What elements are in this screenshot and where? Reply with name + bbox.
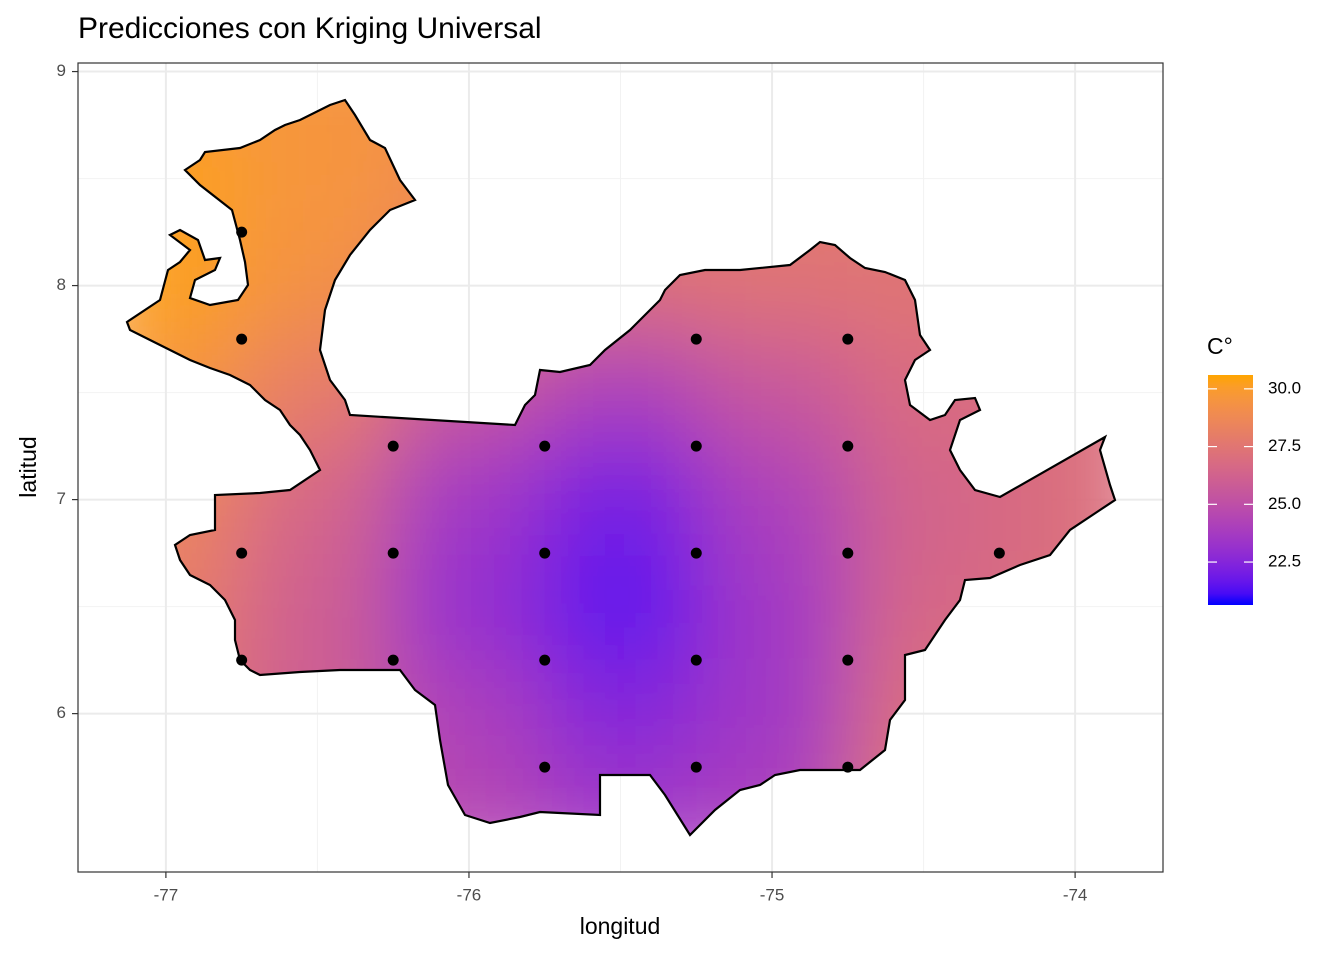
axes: -77 -76 -75 -74 6 7 8 9: [57, 61, 1088, 904]
sample-point: [690, 761, 702, 773]
sample-point: [690, 547, 702, 559]
legend-tick-label: 22.5: [1268, 552, 1301, 571]
legend: 22.5 25.0 27.5 30.0: [1208, 378, 1301, 571]
panel-border: [77, 62, 1164, 873]
legend-tick-label: 25.0: [1268, 494, 1301, 513]
sample-point: [236, 226, 248, 238]
legend-tick-label: 30.0: [1268, 378, 1301, 397]
sample-point: [539, 440, 551, 452]
raster-cell: [696, 446, 849, 554]
x-axis-label: longitud: [580, 913, 661, 939]
sample-point: [842, 333, 854, 345]
sample-point: [387, 547, 399, 559]
legend-colorbar: [1208, 375, 1253, 605]
y-tick-label: 7: [57, 489, 66, 508]
sample-point: [387, 440, 399, 452]
raster-cell: [544, 660, 697, 768]
sample-point: [842, 654, 854, 666]
raster-cell: [696, 660, 849, 768]
raster-cell: [696, 339, 849, 447]
y-tick-label: 9: [57, 61, 66, 80]
sample-point: [539, 547, 551, 559]
sample-point: [236, 333, 248, 345]
legend-tick-label: 27.5: [1268, 436, 1301, 455]
sample-point: [690, 333, 702, 345]
raster-cell: [241, 553, 394, 661]
raster-cell: [544, 553, 697, 661]
sample-point: [842, 761, 854, 773]
raster-cell: [696, 553, 849, 661]
chart-title: Predicciones con Kriging Universal: [78, 12, 542, 45]
sample-point: [690, 440, 702, 452]
sample-point: [842, 440, 854, 452]
sample-point: [236, 547, 248, 559]
y-tick-label: 6: [57, 703, 66, 722]
sample-point: [387, 654, 399, 666]
raster-cell: [544, 446, 697, 554]
points: [236, 226, 1005, 773]
raster-cell: [393, 553, 546, 661]
sample-point: [539, 654, 551, 666]
y-tick-label: 8: [57, 275, 66, 294]
sample-point: [993, 547, 1005, 559]
y-axis-label: latitud: [15, 436, 41, 497]
x-tick-label: -75: [760, 885, 785, 904]
sample-point: [539, 761, 551, 773]
x-tick-label: -76: [457, 885, 482, 904]
sample-point: [842, 547, 854, 559]
raster-cell: [393, 446, 546, 554]
x-tick-label: -77: [154, 885, 179, 904]
sample-point: [690, 654, 702, 666]
x-tick-label: -74: [1063, 885, 1088, 904]
sample-point: [236, 654, 248, 666]
legend-title: C°: [1207, 333, 1233, 359]
raster-cell: [241, 125, 394, 233]
